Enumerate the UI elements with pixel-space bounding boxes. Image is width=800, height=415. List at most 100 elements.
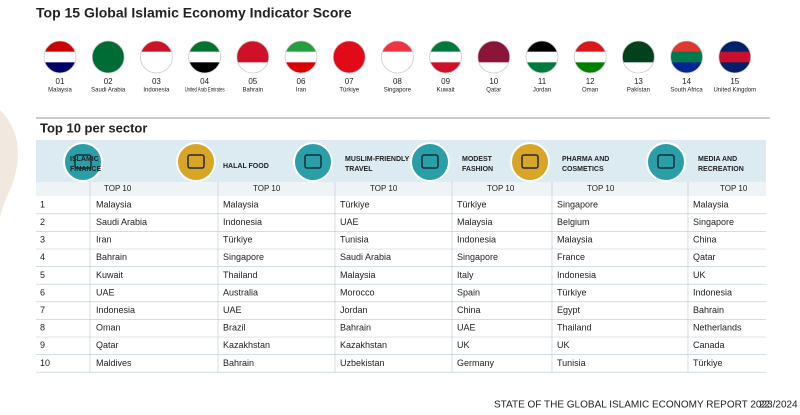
country-name: Saudi Arabia bbox=[91, 88, 126, 94]
sector-icon-glyph bbox=[187, 154, 205, 169]
top-label: TOP 10 bbox=[720, 184, 748, 193]
footer-report: STATE OF THE GLOBAL ISLAMIC ECONOMY REPO… bbox=[494, 400, 798, 411]
flag-border bbox=[477, 40, 511, 74]
country-name: Pakistan bbox=[627, 88, 650, 94]
cell: Iran bbox=[96, 235, 112, 245]
cell: Türkiye bbox=[557, 287, 587, 297]
flag-stripe bbox=[140, 62, 173, 73]
flag-stripe bbox=[574, 62, 607, 73]
cell: UK bbox=[557, 340, 570, 350]
top-label: TOP 10 bbox=[253, 184, 281, 193]
cell: Germany bbox=[457, 358, 495, 368]
cell: Malaysia bbox=[693, 199, 729, 209]
cell: Jordan bbox=[340, 305, 368, 315]
flag-stripe bbox=[622, 62, 655, 73]
row-rank: 10 bbox=[40, 358, 50, 368]
cell: Morocco bbox=[340, 287, 375, 297]
country-rank: 10 bbox=[489, 77, 498, 86]
flag-stripe bbox=[718, 62, 751, 73]
flag-stripe bbox=[574, 41, 607, 53]
cell: UK bbox=[693, 270, 706, 280]
cell: Malaysia bbox=[340, 270, 376, 280]
country-name: United Arab Emirates bbox=[185, 88, 225, 94]
flag-border bbox=[284, 40, 318, 74]
country-name: United Kingdom bbox=[713, 88, 756, 94]
flag-border bbox=[573, 40, 607, 74]
sector-name: MODEST FASHION bbox=[462, 156, 493, 173]
cell: UAE bbox=[96, 287, 115, 297]
flag-stripe bbox=[236, 62, 269, 73]
cell: Malaysia bbox=[557, 235, 593, 245]
flag-stripe bbox=[477, 51, 510, 63]
cell: Spain bbox=[457, 287, 480, 297]
flag-stripe bbox=[44, 62, 76, 73]
top-label: TOP 10 bbox=[104, 184, 132, 193]
title: Top 15 Global Islamic Economy Indicator … bbox=[36, 5, 352, 21]
cell: Uzbekistan bbox=[340, 358, 385, 368]
flag-stripe bbox=[92, 62, 125, 73]
cell: Türkiye bbox=[223, 235, 253, 245]
row-rank: 5 bbox=[40, 270, 45, 280]
flag-stripe bbox=[670, 41, 703, 53]
country-name: Türkiye bbox=[339, 88, 359, 94]
row-rank: 9 bbox=[40, 340, 45, 350]
cell: Türkiye bbox=[340, 199, 370, 209]
cell: UAE bbox=[223, 305, 242, 315]
cell: China bbox=[457, 305, 481, 315]
cell: Egypt bbox=[557, 305, 581, 315]
cell: Saudi Arabia bbox=[340, 252, 391, 262]
flag-stripe bbox=[285, 41, 317, 53]
country-name: South Africa bbox=[670, 88, 703, 94]
flag-border bbox=[43, 40, 77, 74]
flag-stripe bbox=[188, 51, 221, 63]
flag-border bbox=[718, 40, 752, 74]
sector-icon bbox=[510, 142, 550, 182]
cell: Indonesia bbox=[457, 235, 496, 245]
flag-stripe bbox=[526, 41, 558, 53]
flag-border bbox=[91, 40, 125, 74]
country-name: Qatar bbox=[486, 88, 501, 94]
country-rank: 06 bbox=[297, 77, 306, 86]
sector-icon bbox=[63, 142, 103, 182]
cell: Indonesia bbox=[223, 217, 262, 227]
cell: Indonesia bbox=[693, 287, 732, 297]
country-name: Singapore bbox=[384, 88, 412, 94]
sector-name: PHARMA AND COSMETICS bbox=[562, 156, 609, 173]
flag-stripe bbox=[92, 41, 125, 53]
cell: France bbox=[557, 252, 585, 262]
flag-stripe bbox=[44, 41, 76, 53]
flag-border bbox=[139, 40, 173, 74]
section-title: Top 10 per sector bbox=[40, 120, 147, 135]
cell: Bahrain bbox=[693, 305, 724, 315]
cell: Kuwait bbox=[96, 270, 124, 280]
flag-stripe bbox=[381, 62, 414, 73]
flag-border bbox=[525, 40, 559, 74]
flag-stripe bbox=[236, 41, 269, 53]
flag-stripe bbox=[236, 51, 269, 63]
cell: Oman bbox=[96, 323, 121, 333]
cell: Bahrain bbox=[223, 358, 254, 368]
flag-stripe bbox=[140, 51, 173, 63]
cell: Malaysia bbox=[96, 199, 132, 209]
country-rank: 12 bbox=[586, 77, 595, 86]
country-rank: 08 bbox=[393, 77, 402, 86]
flag-stripe bbox=[429, 62, 462, 73]
cell: Bahrain bbox=[96, 252, 127, 262]
cell: Tunisia bbox=[557, 358, 586, 368]
cell: UAE bbox=[457, 323, 476, 333]
row-rank: 8 bbox=[40, 323, 45, 333]
flag-stripe bbox=[574, 51, 607, 63]
flag-stripe bbox=[333, 51, 366, 63]
sector-icon bbox=[410, 142, 450, 182]
flag-border bbox=[188, 40, 222, 74]
country-rank: 05 bbox=[248, 77, 257, 86]
page-number: 22 bbox=[759, 400, 771, 411]
cell: Thailand bbox=[223, 270, 258, 280]
row-rank: 1 bbox=[40, 199, 45, 209]
cell: Netherlands bbox=[693, 323, 742, 333]
cell: Türkiye bbox=[457, 199, 487, 209]
flag-stripe bbox=[526, 51, 558, 63]
country-name: Malaysia bbox=[48, 88, 72, 94]
flag-border bbox=[332, 40, 366, 74]
